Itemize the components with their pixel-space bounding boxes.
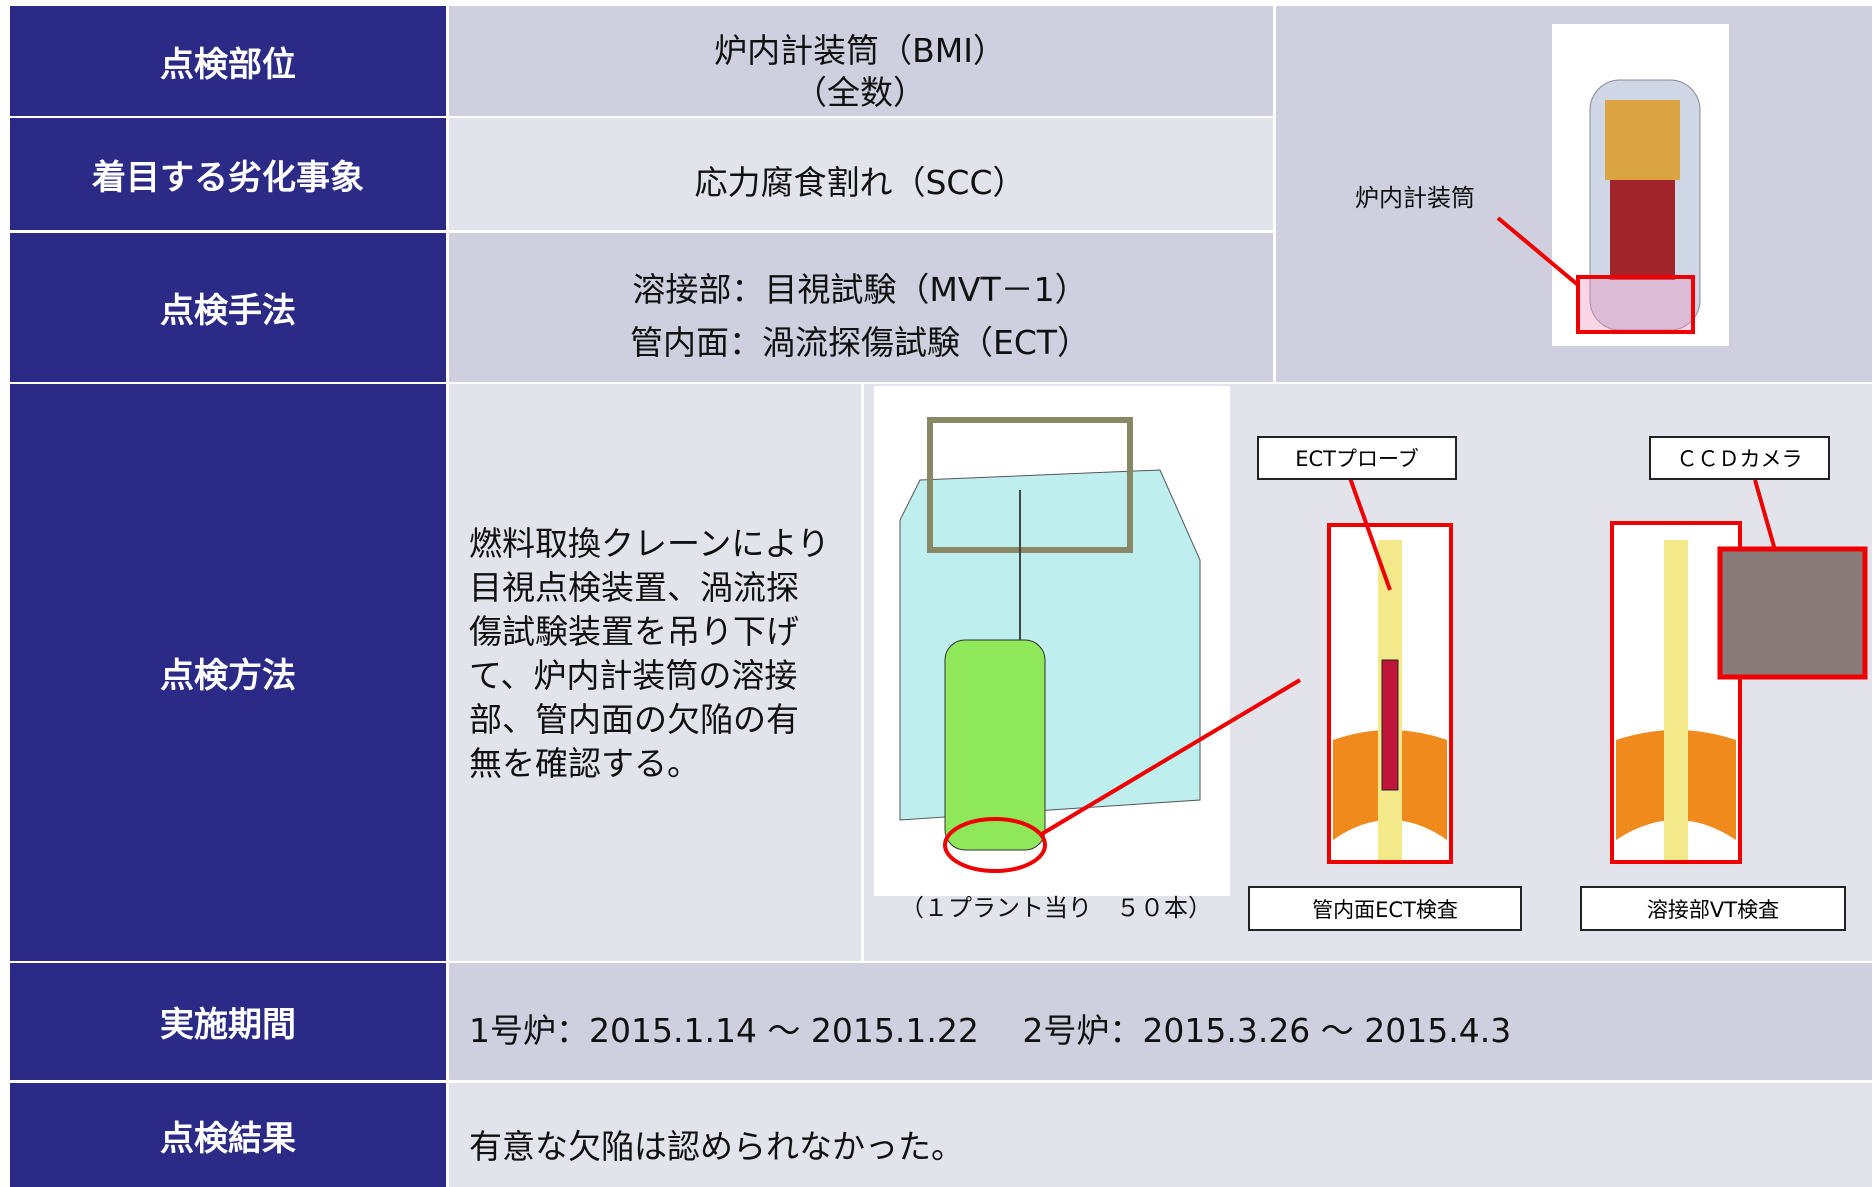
figure-label: ECTプローブ [1257, 436, 1457, 480]
figure-label: 管内面ECT検査 [1248, 886, 1522, 931]
highlight-box [1576, 275, 1695, 334]
arrow [1348, 477, 1392, 591]
cell [449, 963, 1872, 1080]
figure-caption: （１プラント当り ５０本） [900, 894, 1212, 922]
cell-text: 燃料取換クレーンにより [469, 524, 830, 563]
cell [449, 384, 861, 961]
tube [1664, 540, 1688, 860]
core-top [1605, 100, 1680, 180]
arrow [1753, 479, 1777, 551]
arrow [1038, 678, 1302, 837]
cell-text: 1号炉：2015.1.14 ～ 2015.1.22 2号炉：2015.3.26 … [469, 1011, 1512, 1050]
cell-text: 目視点検装置、渦流探 [469, 568, 799, 607]
vessel-green [944, 639, 1046, 851]
row-label: 着目する劣化事象 [10, 118, 446, 230]
highlight-ellipse [943, 817, 1047, 873]
figure-label: 溶接部VT検査 [1580, 886, 1846, 931]
row-label: 点検方法 [10, 384, 446, 961]
cell [449, 233, 1273, 382]
cell-text: 有意な欠陥は認められなかった。 [469, 1127, 964, 1166]
probe [1381, 659, 1399, 791]
figure-label: 炉内計装筒 [1355, 184, 1475, 212]
figure-label: ＣＣＤカメラ [1649, 436, 1830, 480]
arrow [1496, 216, 1580, 287]
cell-text: （全数） [794, 73, 926, 112]
row-label: 実施期間 [10, 963, 446, 1080]
row-label: 点検結果 [10, 1083, 446, 1187]
cell-text: 無を確認する。 [469, 744, 700, 783]
cell [449, 6, 1273, 116]
cell-text: 溶接部：目視試験（MVT－1） [632, 270, 1088, 309]
cell [449, 118, 1273, 230]
cell-text: 傷試験装置を吊り下げ [469, 612, 799, 651]
crane [927, 417, 1133, 553]
camera-photo [1717, 546, 1868, 680]
cell-text: て、炉内計装筒の溶接 [469, 656, 798, 695]
cell-text: 管内面：渦流探傷試験（ECT） [629, 323, 1091, 362]
cell-text: 応力腐食割れ（SCC） [694, 163, 1026, 202]
cell [449, 1083, 1872, 1187]
core [1610, 180, 1675, 280]
cell-text: 炉内計装筒（BMI） [714, 31, 1006, 70]
cell-text: 部、管内面の欠陥の有 [469, 700, 799, 739]
row-label: 点検部位 [10, 6, 446, 116]
row-label: 点検手法 [10, 233, 446, 382]
